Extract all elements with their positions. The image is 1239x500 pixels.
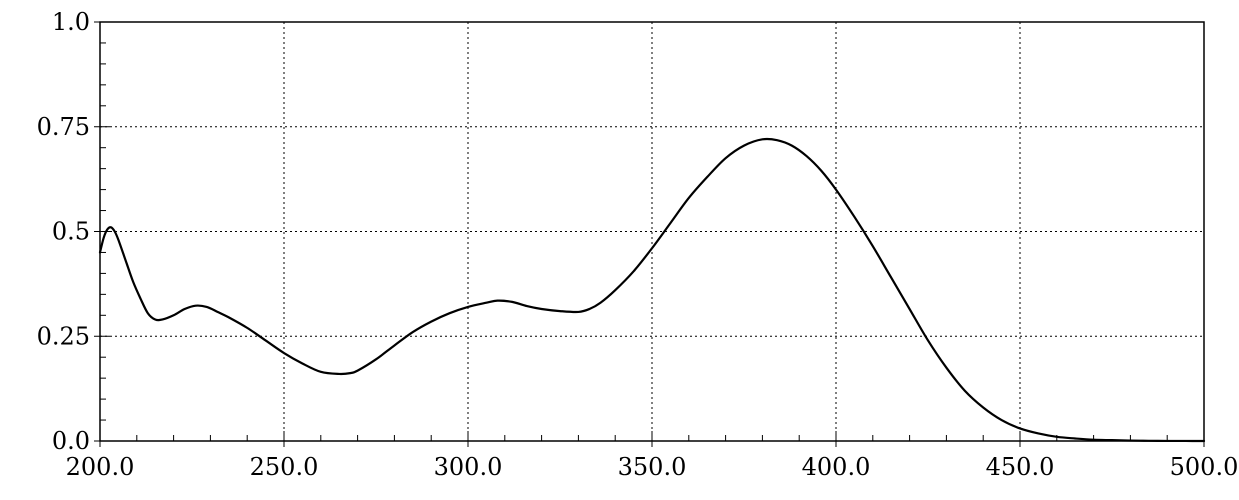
tick-label-layer: 200.0 250.0 300.0 350.0 400.0 450.0 500.0 0.0 0.… <box>37 8 1239 481</box>
x-tick-label: 350.0 <box>618 453 687 481</box>
tick-layer <box>94 21 1205 447</box>
plot-frame <box>99 21 1205 442</box>
grid-layer <box>100 22 1204 441</box>
x-tick-label: 400.0 <box>802 453 871 481</box>
x-tick-label: 200.0 <box>66 453 135 481</box>
y-tick-label: 0.75 <box>37 113 90 141</box>
y-tick-label: 0.5 <box>52 218 90 246</box>
x-tick-label: 250.0 <box>250 453 319 481</box>
series-layer <box>98 137 1206 443</box>
y-tick-label: 0.0 <box>52 427 90 455</box>
x-tick-label: 300.0 <box>434 453 503 481</box>
x-tick-label: 500.0 <box>1170 453 1239 481</box>
y-tick-label: 1.0 <box>52 8 90 36</box>
y-tick-label: 0.25 <box>37 322 90 350</box>
x-tick-label: 450.0 <box>986 453 1055 481</box>
series-line <box>98 137 1206 443</box>
